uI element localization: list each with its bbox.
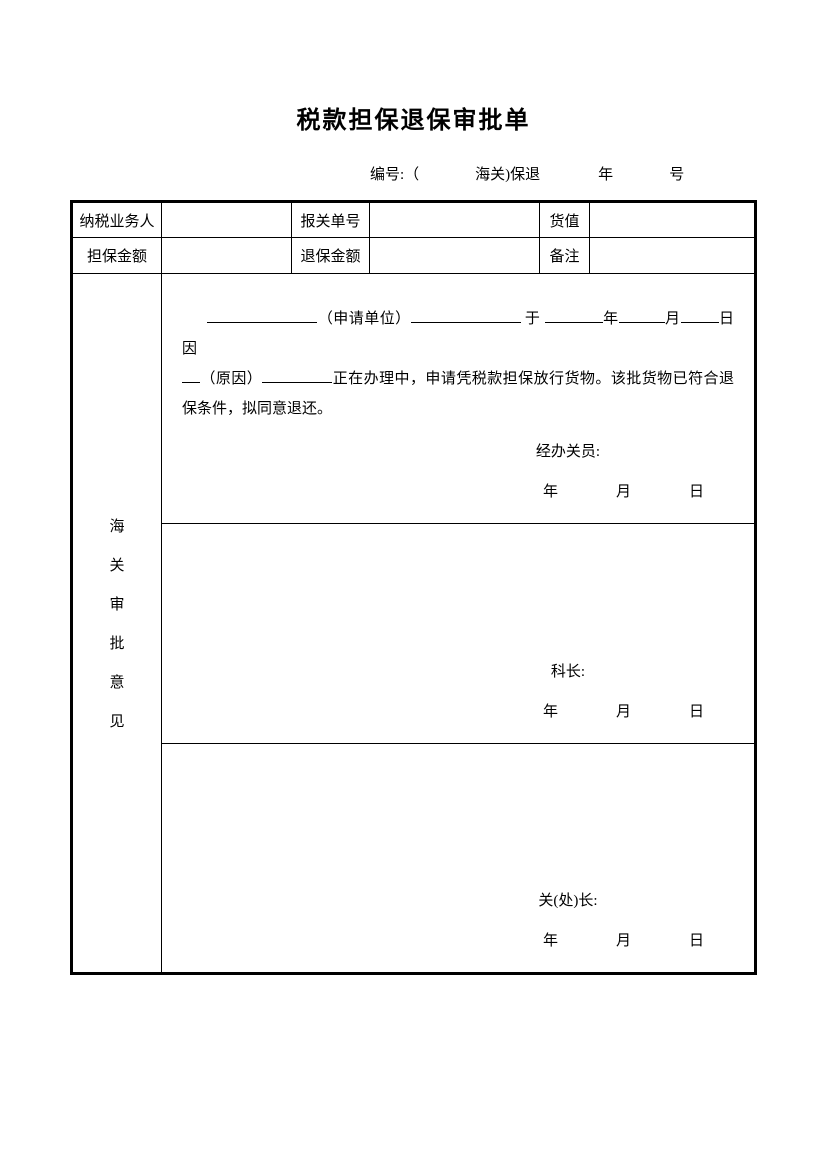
blank-month[interactable] [619, 305, 665, 323]
section-director: 关(处)长: 年 月 日 [162, 744, 756, 974]
text-year: 年 [603, 311, 619, 327]
value-guarantee-amount[interactable] [162, 238, 292, 274]
form-title: 税款担保退保审批单 [70, 100, 757, 135]
docnum-num-label: 号 [669, 163, 684, 184]
section-chief: 科长: 年 月 日 [162, 524, 756, 744]
blank-day[interactable] [681, 305, 719, 323]
application-body-text: （申请单位） 于 年月日因 （原因）正在办理中，申请凭税款担保放行货物。该批货物… [182, 304, 734, 424]
director-date-line: 年 月 日 [182, 926, 734, 956]
label-refund-amount: 退保金额 [292, 238, 370, 274]
director-role-label: 关(处)长: [182, 886, 734, 916]
label-remark: 备注 [540, 238, 590, 274]
blank-year[interactable] [545, 305, 603, 323]
blank-reason-after[interactable] [262, 365, 332, 383]
label-taxpayer: 纳税业务人 [72, 202, 162, 238]
docnum-customs-suffix: 海关)保退 [475, 163, 540, 184]
blank-reason-before[interactable] [182, 365, 200, 383]
chief-role-label: 科长: [182, 657, 734, 687]
text-month: 月 [665, 311, 681, 327]
blank-applicant-before[interactable] [207, 305, 317, 323]
vertical-header-approval-opinion: 海 关 审 批 意 见 [72, 274, 162, 974]
approval-form-table: 纳税业务人 报关单号 货值 担保金额 退保金额 备注 海 关 审 批 意 见 [70, 200, 757, 975]
value-refund-amount[interactable] [370, 238, 540, 274]
applicant-label: （申请单位） [317, 311, 410, 327]
officer-date-line: 年 月 日 [182, 477, 734, 507]
docnum-prefix: 编号:（ [370, 163, 419, 184]
header-row-1: 纳税业务人 报关单号 货值 [72, 202, 756, 238]
docnum-year-label: 年 [598, 163, 613, 184]
reason-label: （原因） [200, 371, 262, 387]
section-officer: （申请单位） 于 年月日因 （原因）正在办理中，申请凭税款担保放行货物。该批货物… [162, 274, 756, 524]
text-yu: 于 [525, 311, 540, 327]
blank-applicant-after[interactable] [411, 305, 521, 323]
label-goods-value: 货值 [540, 202, 590, 238]
officer-role-label: 经办关员: [182, 437, 734, 467]
value-declaration-no[interactable] [370, 202, 540, 238]
value-taxpayer[interactable] [162, 202, 292, 238]
label-guarantee-amount: 担保金额 [72, 238, 162, 274]
label-declaration-no: 报关单号 [292, 202, 370, 238]
value-goods-value[interactable] [590, 202, 756, 238]
chief-date-line: 年 月 日 [182, 697, 734, 727]
value-remark[interactable] [590, 238, 756, 274]
document-number-line: 编号:（ 海关)保退 年 号 [70, 163, 757, 184]
header-row-2: 担保金额 退保金额 备注 [72, 238, 756, 274]
